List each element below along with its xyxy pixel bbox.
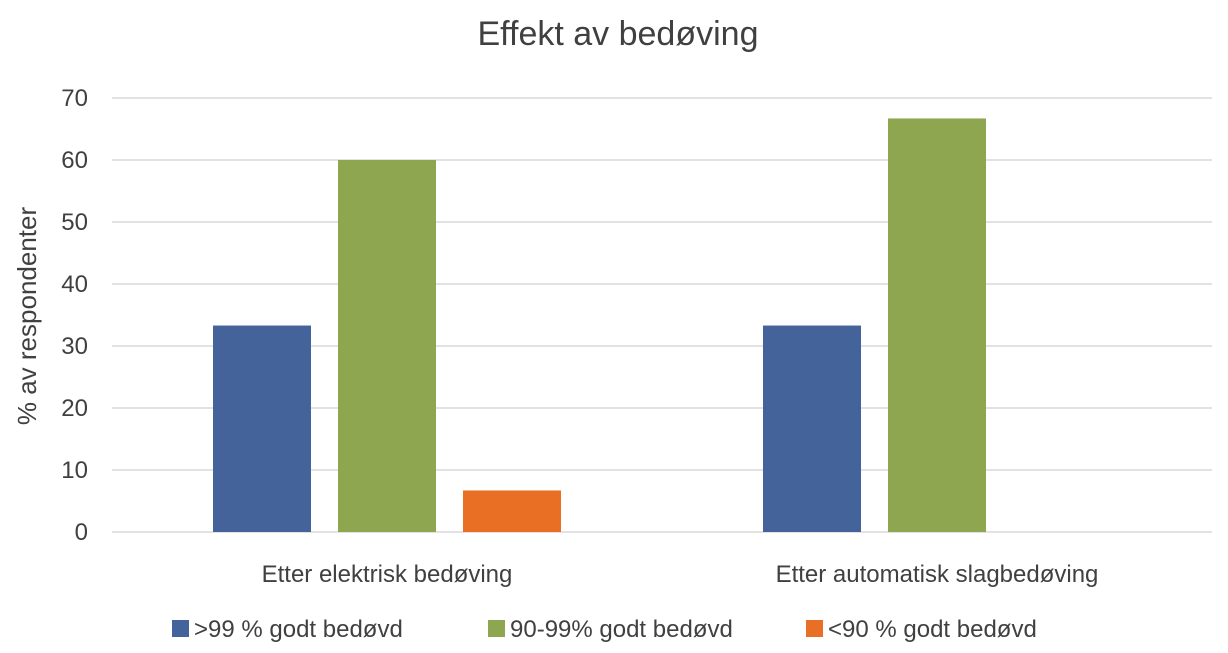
bar-1-3 xyxy=(463,490,561,532)
legend-label: 90-99% godt bedøvd xyxy=(510,616,733,643)
legend-swatch xyxy=(806,620,823,637)
y-tick-label: 30 xyxy=(61,333,88,360)
legend-label: <90 % godt bedøvd xyxy=(828,616,1037,643)
legend-swatch xyxy=(488,620,505,637)
x-axis-categories: Etter elektrisk bedøving Etter automatisk… xyxy=(262,561,1099,588)
y-axis-ticks: 0 10 20 30 40 50 60 70 xyxy=(61,85,88,546)
x-category-label: Etter automatisk slagbedøving xyxy=(776,561,1099,588)
y-tick-label: 60 xyxy=(61,147,88,174)
y-tick-label: 40 xyxy=(61,271,88,298)
y-tick-label: 20 xyxy=(61,395,88,422)
y-tick-label: 70 xyxy=(61,85,88,112)
y-tick-label: 50 xyxy=(61,209,88,236)
bar-2-2 xyxy=(888,118,986,533)
bar-1-2 xyxy=(338,160,436,532)
x-category-label: Etter elektrisk bedøving xyxy=(262,561,513,588)
legend-label: >99 % godt bedøvd xyxy=(194,616,403,643)
y-axis-label: % av respondenter xyxy=(12,207,42,426)
legend-swatch xyxy=(172,620,189,637)
bars xyxy=(213,118,986,533)
y-tick-label: 10 xyxy=(61,457,88,484)
bar-2-1 xyxy=(763,325,861,532)
bar-1-1 xyxy=(213,325,311,532)
legend: >99 % godt bedøvd 90-99% godt bedøvd <90 %… xyxy=(172,616,1037,643)
y-tick-label: 0 xyxy=(75,519,88,546)
chart-title: Effekt av bedøving xyxy=(478,15,759,53)
